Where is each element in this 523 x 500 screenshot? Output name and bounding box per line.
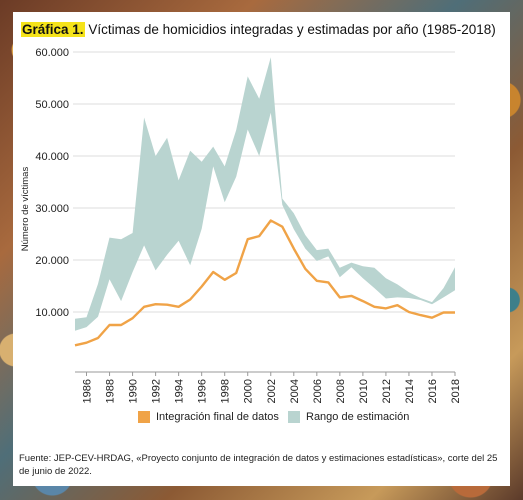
source-note: Fuente: JEP-CEV-HRDAG, «Proyecto conjunt… <box>19 453 498 477</box>
y-tick-label: 20.000 <box>35 255 69 267</box>
integrated-data-line <box>74 219 455 347</box>
x-tick-label: 1996 <box>197 379 209 403</box>
legend-swatch-line <box>138 411 150 423</box>
legend-item-band: Rango de estimación <box>288 411 409 423</box>
x-tick-label: 2012 <box>381 379 393 403</box>
x-tick-label: 1994 <box>174 379 186 403</box>
x-tick-label: 2016 <box>427 379 439 403</box>
y-tick-label: 40.000 <box>35 151 69 163</box>
x-tick-label: 1990 <box>128 379 140 403</box>
legend-label-line: Integración final de datos <box>156 411 279 423</box>
chart-plot: 10.000 20.000 30.000 40.000 50.000 60.000 1986… <box>35 47 462 403</box>
y-tick-label: 50.000 <box>35 99 69 111</box>
x-tick-label: 2006 <box>312 379 324 403</box>
x-tick-label: 2008 <box>335 379 347 403</box>
legend-label-band: Rango de estimación <box>306 411 410 423</box>
estimation-range-band <box>75 57 455 331</box>
x-tick-label: 1992 <box>151 379 163 403</box>
title-text: Víctimas de homicidios integradas y esti… <box>88 22 496 37</box>
title-prefix-highlight: Gráfica 1. <box>21 22 85 37</box>
y-tick-label: 60.000 <box>35 47 69 59</box>
x-tick-label: 2002 <box>266 379 278 403</box>
x-tick-label: 2018 <box>450 379 462 403</box>
title-prefix: Gráfica 1 <box>22 22 80 37</box>
x-tick-label: 1986 <box>82 379 94 403</box>
y-tick-label: 30.000 <box>35 203 69 215</box>
x-tick-label: 2004 <box>289 379 301 403</box>
x-tick-label: 2014 <box>404 379 416 403</box>
legend-item-line: Integración final de datos <box>138 411 279 423</box>
chart-card: Gráfica 1. Víctimas de homicidios integr… <box>13 12 510 486</box>
chart-title: Gráfica 1. Víctimas de homicidios integr… <box>21 22 496 37</box>
x-tick-label: 2010 <box>358 379 370 403</box>
x-tick-label: 2000 <box>243 379 255 403</box>
y-axis-label: Número de víctimas <box>20 166 31 252</box>
legend-swatch-band <box>288 411 300 423</box>
y-tick-label: 10.000 <box>35 307 69 319</box>
chart-legend: Integración final de datos Rango de esti… <box>138 411 438 427</box>
x-tick-label: 1998 <box>220 379 232 403</box>
x-tick-label: 1988 <box>105 379 117 403</box>
